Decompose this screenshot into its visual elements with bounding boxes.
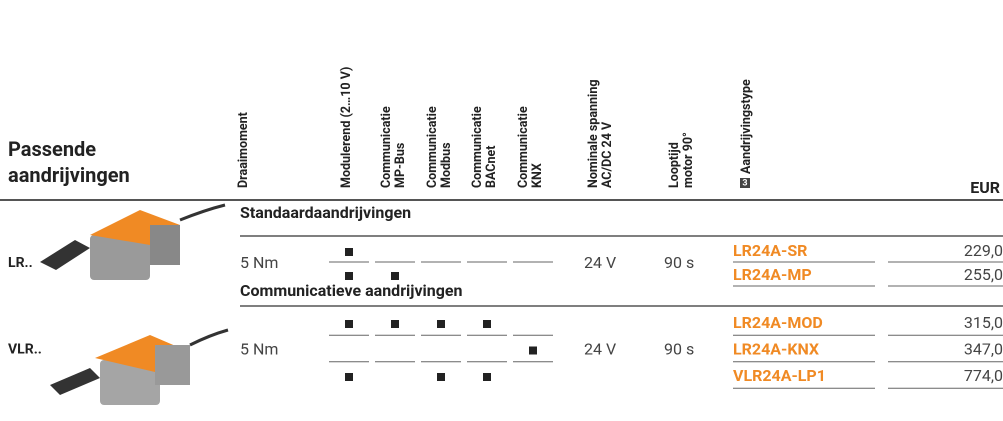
actuator-type: LR24A-SR (733, 241, 807, 260)
feature-marker (437, 320, 445, 328)
table-title: Passende (8, 137, 96, 161)
price: 255,0 (964, 265, 1003, 284)
table-title: aandrijvingen (8, 163, 130, 187)
voltage: 24 V (584, 253, 616, 272)
product-image (50, 328, 229, 405)
runtime: 90 s (664, 253, 694, 272)
feature-marker (345, 248, 353, 256)
model-label: LR.. (8, 255, 33, 271)
column-header: Aandrijvingstype (739, 79, 754, 174)
column-header: KNX (530, 163, 545, 188)
feature-marker (391, 320, 399, 328)
section-title: Communicatieve aandrijvingen (240, 281, 463, 300)
torque: 5 Nm (240, 253, 278, 272)
column-header: AC/DC 24 V (600, 121, 615, 188)
actuator-type: VLR24A-LP1 (733, 366, 826, 385)
voltage: 24 V (584, 340, 616, 359)
badge-box (740, 178, 750, 188)
column-header: Draaimoment (236, 112, 251, 188)
actuator-type: LR24A-KNX (733, 340, 819, 359)
column-header: BACnet (484, 146, 499, 188)
price: 347,0 (964, 340, 1003, 359)
currency: EUR (970, 178, 1000, 197)
column-header: Modbus (439, 143, 454, 189)
column-header: Communicatie (379, 106, 394, 188)
column-header: Modulerend (2…10 V) (339, 67, 354, 188)
model-label: VLR.. (8, 342, 42, 358)
section-title: Standaardaandrijvingen (240, 203, 411, 222)
feature-marker (483, 320, 491, 328)
actuator-type: LR24A-MP (733, 265, 812, 284)
badge: 3 (742, 178, 747, 188)
feature-marker (391, 272, 399, 280)
column-header: motor 90° (681, 132, 696, 188)
feature-marker (529, 346, 537, 355)
column-header: Nominale spanning (586, 80, 601, 188)
price: 774,0 (964, 366, 1003, 385)
runtime: 90 s (664, 340, 694, 359)
feature-marker (345, 320, 353, 328)
feature-marker (483, 373, 491, 381)
feature-marker (345, 272, 353, 280)
price: 229,0 (964, 241, 1003, 260)
column-header: Communicatie (516, 106, 531, 188)
price: 315,0 (964, 313, 1003, 332)
column-header: Looptijd (667, 142, 682, 188)
torque: 5 Nm (240, 340, 278, 359)
column-header: Communicatie (470, 106, 485, 188)
column-header: MP-Bus (393, 143, 408, 188)
actuator-type: LR24A-MOD (733, 313, 823, 332)
column-header: Communicatie (425, 106, 440, 188)
product-image (40, 203, 226, 280)
feature-marker (437, 373, 445, 381)
feature-marker (345, 373, 353, 381)
